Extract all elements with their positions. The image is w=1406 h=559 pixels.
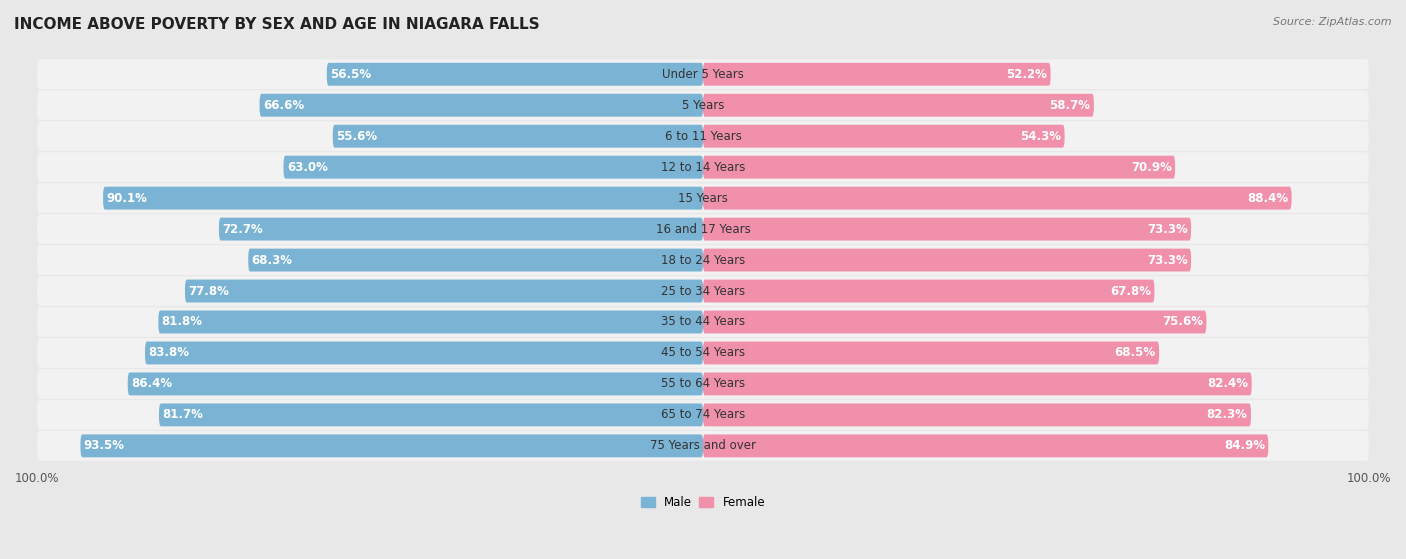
Text: 82.3%: 82.3% bbox=[1206, 409, 1247, 421]
Text: 81.7%: 81.7% bbox=[163, 409, 204, 421]
Text: 52.2%: 52.2% bbox=[1007, 68, 1047, 80]
Text: 68.3%: 68.3% bbox=[252, 254, 292, 267]
FancyBboxPatch shape bbox=[703, 249, 1191, 272]
FancyBboxPatch shape bbox=[703, 63, 1050, 86]
Text: 58.7%: 58.7% bbox=[1049, 99, 1091, 112]
FancyBboxPatch shape bbox=[249, 249, 703, 272]
FancyBboxPatch shape bbox=[284, 156, 703, 179]
FancyBboxPatch shape bbox=[128, 372, 703, 395]
FancyBboxPatch shape bbox=[37, 400, 1369, 430]
FancyBboxPatch shape bbox=[333, 125, 703, 148]
FancyBboxPatch shape bbox=[703, 342, 1159, 364]
Text: 15 Years: 15 Years bbox=[678, 192, 728, 205]
FancyBboxPatch shape bbox=[37, 431, 1369, 461]
Text: 63.0%: 63.0% bbox=[287, 160, 328, 174]
Text: 25 to 34 Years: 25 to 34 Years bbox=[661, 285, 745, 297]
Text: 72.7%: 72.7% bbox=[222, 222, 263, 235]
FancyBboxPatch shape bbox=[37, 276, 1369, 306]
FancyBboxPatch shape bbox=[703, 187, 1292, 210]
Text: Source: ZipAtlas.com: Source: ZipAtlas.com bbox=[1274, 17, 1392, 27]
Text: 70.9%: 70.9% bbox=[1130, 160, 1171, 174]
FancyBboxPatch shape bbox=[703, 125, 1064, 148]
Text: 65 to 74 Years: 65 to 74 Years bbox=[661, 409, 745, 421]
FancyBboxPatch shape bbox=[159, 404, 703, 427]
FancyBboxPatch shape bbox=[37, 121, 1369, 151]
Text: 12 to 14 Years: 12 to 14 Years bbox=[661, 160, 745, 174]
FancyBboxPatch shape bbox=[219, 217, 703, 240]
Text: 73.3%: 73.3% bbox=[1147, 222, 1188, 235]
Text: 84.9%: 84.9% bbox=[1223, 439, 1265, 452]
Text: 77.8%: 77.8% bbox=[188, 285, 229, 297]
Text: 16 and 17 Years: 16 and 17 Years bbox=[655, 222, 751, 235]
Text: 68.5%: 68.5% bbox=[1115, 347, 1156, 359]
FancyBboxPatch shape bbox=[37, 152, 1369, 182]
FancyBboxPatch shape bbox=[103, 187, 703, 210]
Text: 82.4%: 82.4% bbox=[1208, 377, 1249, 390]
Text: 56.5%: 56.5% bbox=[330, 68, 371, 80]
FancyBboxPatch shape bbox=[326, 63, 703, 86]
Text: 90.1%: 90.1% bbox=[107, 192, 148, 205]
Text: 66.6%: 66.6% bbox=[263, 99, 304, 112]
FancyBboxPatch shape bbox=[145, 342, 703, 364]
FancyBboxPatch shape bbox=[260, 94, 703, 117]
FancyBboxPatch shape bbox=[703, 94, 1094, 117]
Text: 45 to 54 Years: 45 to 54 Years bbox=[661, 347, 745, 359]
Text: 18 to 24 Years: 18 to 24 Years bbox=[661, 254, 745, 267]
Text: 6 to 11 Years: 6 to 11 Years bbox=[665, 130, 741, 143]
FancyBboxPatch shape bbox=[37, 245, 1369, 275]
Text: INCOME ABOVE POVERTY BY SEX AND AGE IN NIAGARA FALLS: INCOME ABOVE POVERTY BY SEX AND AGE IN N… bbox=[14, 17, 540, 32]
Text: 35 to 44 Years: 35 to 44 Years bbox=[661, 315, 745, 329]
Text: 86.4%: 86.4% bbox=[131, 377, 173, 390]
Text: 5 Years: 5 Years bbox=[682, 99, 724, 112]
Text: 93.5%: 93.5% bbox=[84, 439, 125, 452]
FancyBboxPatch shape bbox=[703, 372, 1251, 395]
Text: 54.3%: 54.3% bbox=[1021, 130, 1062, 143]
FancyBboxPatch shape bbox=[703, 404, 1251, 427]
FancyBboxPatch shape bbox=[703, 156, 1175, 179]
FancyBboxPatch shape bbox=[37, 183, 1369, 213]
Text: 73.3%: 73.3% bbox=[1147, 254, 1188, 267]
Text: 75.6%: 75.6% bbox=[1161, 315, 1204, 329]
FancyBboxPatch shape bbox=[37, 369, 1369, 399]
Text: 67.8%: 67.8% bbox=[1111, 285, 1152, 297]
Text: 55 to 64 Years: 55 to 64 Years bbox=[661, 377, 745, 390]
FancyBboxPatch shape bbox=[703, 217, 1191, 240]
Text: 88.4%: 88.4% bbox=[1247, 192, 1288, 205]
FancyBboxPatch shape bbox=[703, 311, 1206, 334]
Text: 75 Years and over: 75 Years and over bbox=[650, 439, 756, 452]
FancyBboxPatch shape bbox=[703, 280, 1154, 302]
FancyBboxPatch shape bbox=[159, 311, 703, 334]
FancyBboxPatch shape bbox=[37, 91, 1369, 120]
FancyBboxPatch shape bbox=[703, 434, 1268, 457]
FancyBboxPatch shape bbox=[186, 280, 703, 302]
FancyBboxPatch shape bbox=[80, 434, 703, 457]
Text: 81.8%: 81.8% bbox=[162, 315, 202, 329]
FancyBboxPatch shape bbox=[37, 214, 1369, 244]
Legend: Male, Female: Male, Female bbox=[636, 491, 770, 514]
FancyBboxPatch shape bbox=[37, 59, 1369, 89]
Text: Under 5 Years: Under 5 Years bbox=[662, 68, 744, 80]
FancyBboxPatch shape bbox=[37, 307, 1369, 337]
FancyBboxPatch shape bbox=[37, 338, 1369, 368]
Text: 55.6%: 55.6% bbox=[336, 130, 377, 143]
Text: 83.8%: 83.8% bbox=[149, 347, 190, 359]
